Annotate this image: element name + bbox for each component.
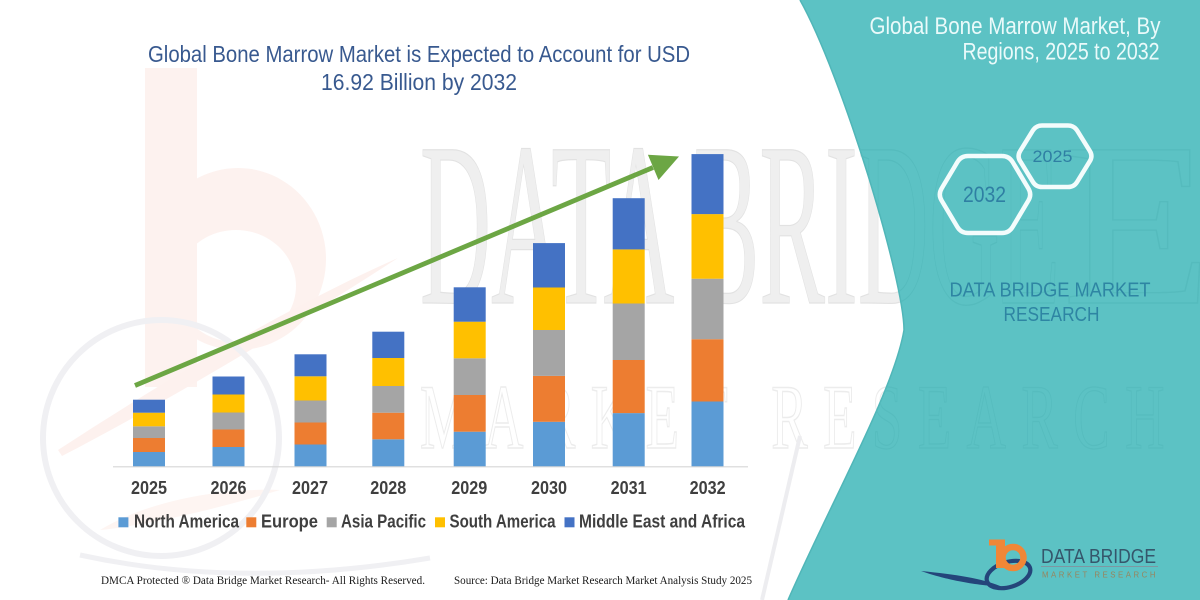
svg-text:Asia Pacific: Asia Pacific (341, 512, 426, 532)
svg-text:MARKET RESEARCH: MARKET RESEARCH (1042, 571, 1158, 580)
svg-text:Regions, 2025 to 2032: Regions, 2025 to 2032 (963, 39, 1160, 66)
svg-text:Source: Data Bridge Market Res: Source: Data Bridge Market Research Mark… (454, 573, 752, 587)
svg-text:RESEARCH: RESEARCH (1004, 304, 1100, 326)
svg-text:South America: South America (450, 512, 557, 532)
svg-text:2029: 2029 (451, 478, 487, 498)
svg-text:2027: 2027 (292, 478, 328, 498)
svg-text:Global Bone Marrow Market, By: Global Bone Marrow Market, By (870, 13, 1161, 40)
svg-text:E: E (1062, 94, 1200, 354)
svg-text:16.92 Billion by 2032: 16.92 Billion by 2032 (321, 69, 517, 95)
svg-text:2032: 2032 (690, 478, 726, 498)
svg-text:2028: 2028 (370, 478, 406, 498)
svg-text:DATA BRIDGE: DATA BRIDGE (1041, 546, 1156, 568)
svg-text:North America: North America (134, 512, 240, 532)
svg-text:Europe: Europe (261, 512, 318, 532)
svg-text:2025: 2025 (1033, 147, 1073, 166)
svg-text:Global Bone Marrow Market is E: Global Bone Marrow Market is Expected to… (148, 41, 690, 67)
svg-text:2031: 2031 (611, 478, 647, 498)
svg-text:DMCA Protected ® Data Bridge M: DMCA Protected ® Data Bridge Market Rese… (101, 573, 425, 587)
svg-text:DATA BRIDGE MARKET: DATA BRIDGE MARKET (950, 279, 1151, 301)
svg-text:2025: 2025 (131, 478, 167, 498)
svg-text:2026: 2026 (211, 478, 247, 498)
svg-text:2032: 2032 (963, 182, 1006, 207)
svg-text:Middle East and Africa: Middle East and Africa (579, 512, 746, 532)
svg-text:2030: 2030 (531, 478, 567, 498)
